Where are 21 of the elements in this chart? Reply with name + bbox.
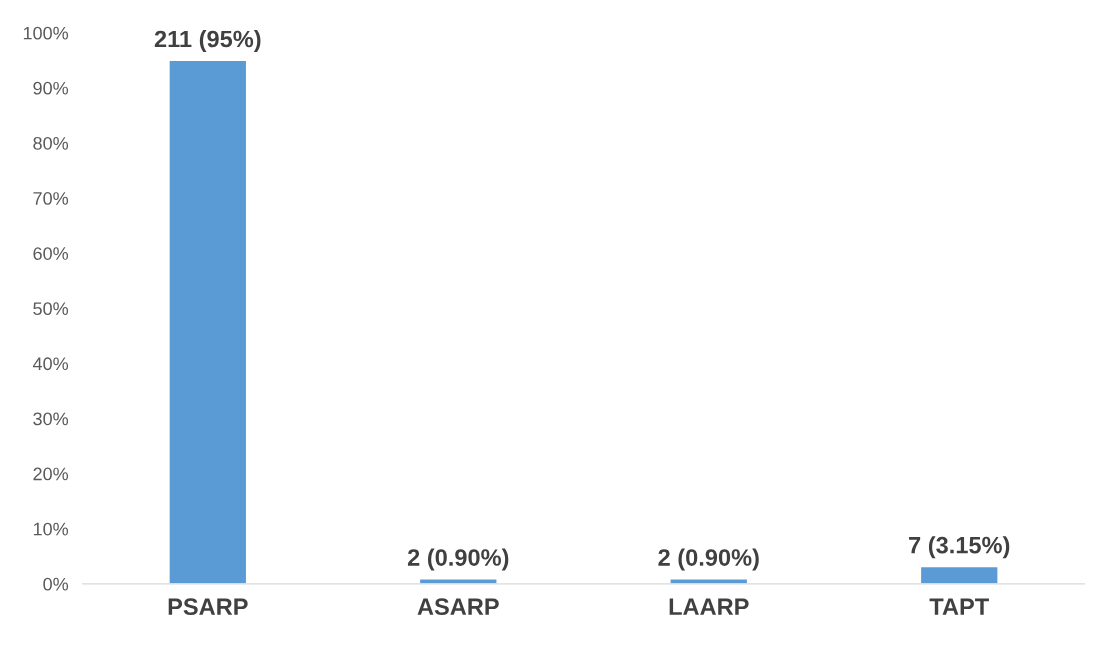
x-tick-label: LAARP bbox=[669, 598, 749, 615]
y-tick-label: 60% bbox=[33, 247, 69, 260]
y-tick-label: 100% bbox=[23, 26, 69, 40]
y-tick-label: 80% bbox=[33, 136, 69, 150]
data-label: 2 (0.90%) bbox=[658, 548, 759, 571]
y-tick-label: 40% bbox=[32, 357, 69, 371]
x-tick-label: TAPT bbox=[929, 598, 989, 615]
data-label: 7 (3.15%) bbox=[909, 536, 1010, 559]
y-tick-label: 70% bbox=[33, 192, 69, 205]
y-tick-label: 0% bbox=[43, 577, 69, 591]
data-label: 211 (95%) bbox=[154, 30, 261, 53]
bar bbox=[919, 565, 999, 584]
data-label: 2 (0.90%) bbox=[407, 548, 509, 571]
y-tick-label: 30% bbox=[33, 412, 69, 426]
x-tick-label: ASARP bbox=[417, 598, 499, 616]
y-tick-label: 90% bbox=[33, 81, 69, 95]
y-tick-label: 50% bbox=[33, 302, 69, 316]
x-tick-label: PSARP bbox=[168, 598, 248, 616]
y-tick-label: 20% bbox=[33, 467, 69, 481]
y-tick-label: 10% bbox=[33, 522, 69, 536]
bar bbox=[168, 59, 248, 584]
